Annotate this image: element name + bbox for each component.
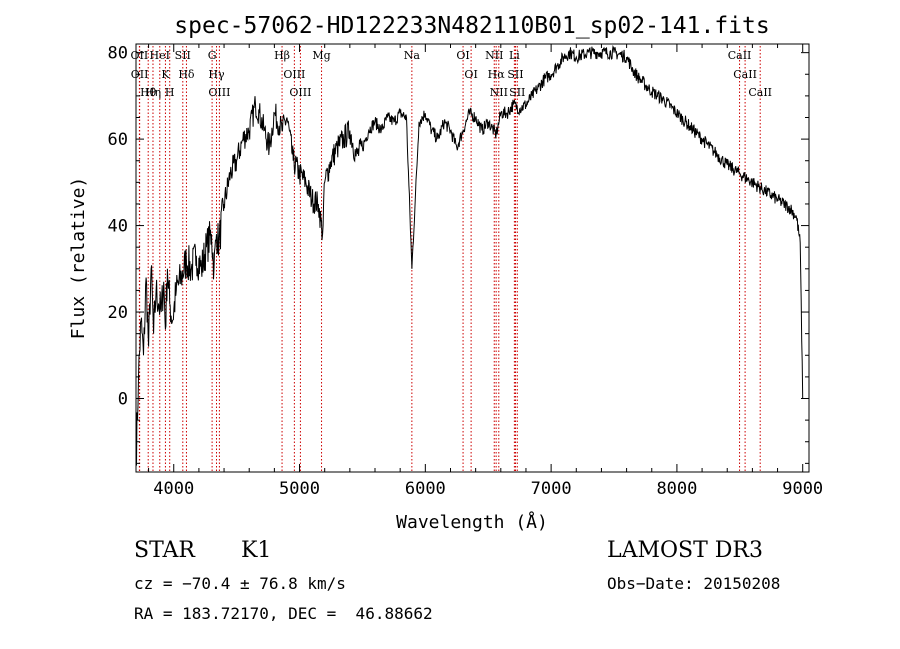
spectral-line-label: SII: [509, 86, 525, 99]
spectral-line-label: K: [161, 68, 170, 81]
x-tick-label: 9000: [782, 479, 823, 499]
spectral-line-label: Na: [404, 49, 421, 62]
spectral-line-label: CaII: [748, 86, 772, 99]
spectral-line-label: NII: [490, 86, 508, 99]
y-tick-label: 60: [108, 130, 128, 150]
redshift-text: cz = −70.4 ± 76.8 km/s: [134, 574, 346, 593]
spectral-line-label: OII: [131, 49, 149, 62]
spectral-line-label: SII: [507, 68, 523, 81]
x-tick-label: 5000: [279, 479, 320, 499]
plot-frame: [135, 43, 810, 473]
spectrum-line: [135, 44, 804, 466]
y-tick-label: 20: [108, 303, 128, 323]
object-class: STAR: [134, 538, 195, 563]
y-tick-label: 80: [108, 44, 128, 64]
chart-title: spec-57062-HD122233N482110B01_sp02-141.f…: [174, 13, 769, 39]
spectral-line-label: OIII: [283, 68, 305, 81]
x-tick-label: 7000: [531, 479, 572, 499]
spectral-line-label: H: [165, 86, 175, 99]
obs-date-text: Obs−Date: 20150208: [607, 574, 781, 593]
x-axis-label: Wavelength (Å): [396, 511, 548, 533]
coords-text: RA = 183.72170, DEC = 46.88662: [134, 604, 433, 623]
y-tick-label: 0: [118, 390, 128, 410]
spectral-line-label: Hη: [145, 86, 161, 99]
x-tick-label: 4000: [153, 479, 194, 499]
spectral-line-label: Mg: [312, 49, 330, 62]
spectral-line-label: Hγ: [208, 68, 225, 81]
spectral-line-label: OI: [456, 49, 469, 62]
spectral-line-label: Hα: [488, 68, 506, 81]
object-subclass: K1: [241, 538, 272, 563]
spectral-line-label: Hθ: [140, 86, 157, 99]
y-axis-label: Flux (relative): [68, 177, 89, 340]
spectral-line-label: SII: [175, 49, 191, 62]
spectral-line-label: OIII: [208, 86, 230, 99]
spectral-line-label: NII: [485, 49, 503, 62]
axis-ticks: 4000 5000 6000 7000 8000 9000 0 20 40 60 80: [108, 44, 824, 499]
spectral-line-label: OI: [464, 68, 477, 81]
x-tick-label: 8000: [656, 479, 697, 499]
survey-name: LAMOST DR3: [607, 538, 763, 563]
x-tick-label: 6000: [405, 479, 446, 499]
spectral-line-label: HeI: [150, 49, 170, 62]
spectral-line-label: CaII: [728, 49, 752, 62]
spectral-line-label: G: [208, 49, 217, 62]
y-tick-label: 40: [108, 217, 128, 237]
spectral-line-label: Li: [509, 49, 520, 62]
spectral-line-label: Hδ: [178, 68, 195, 81]
spectral-line-label: OIII: [289, 86, 311, 99]
spectral-line-label: Hβ: [274, 49, 290, 62]
spectral-line-markers: [138, 46, 761, 472]
spectral-line-label: CaII: [733, 68, 757, 81]
